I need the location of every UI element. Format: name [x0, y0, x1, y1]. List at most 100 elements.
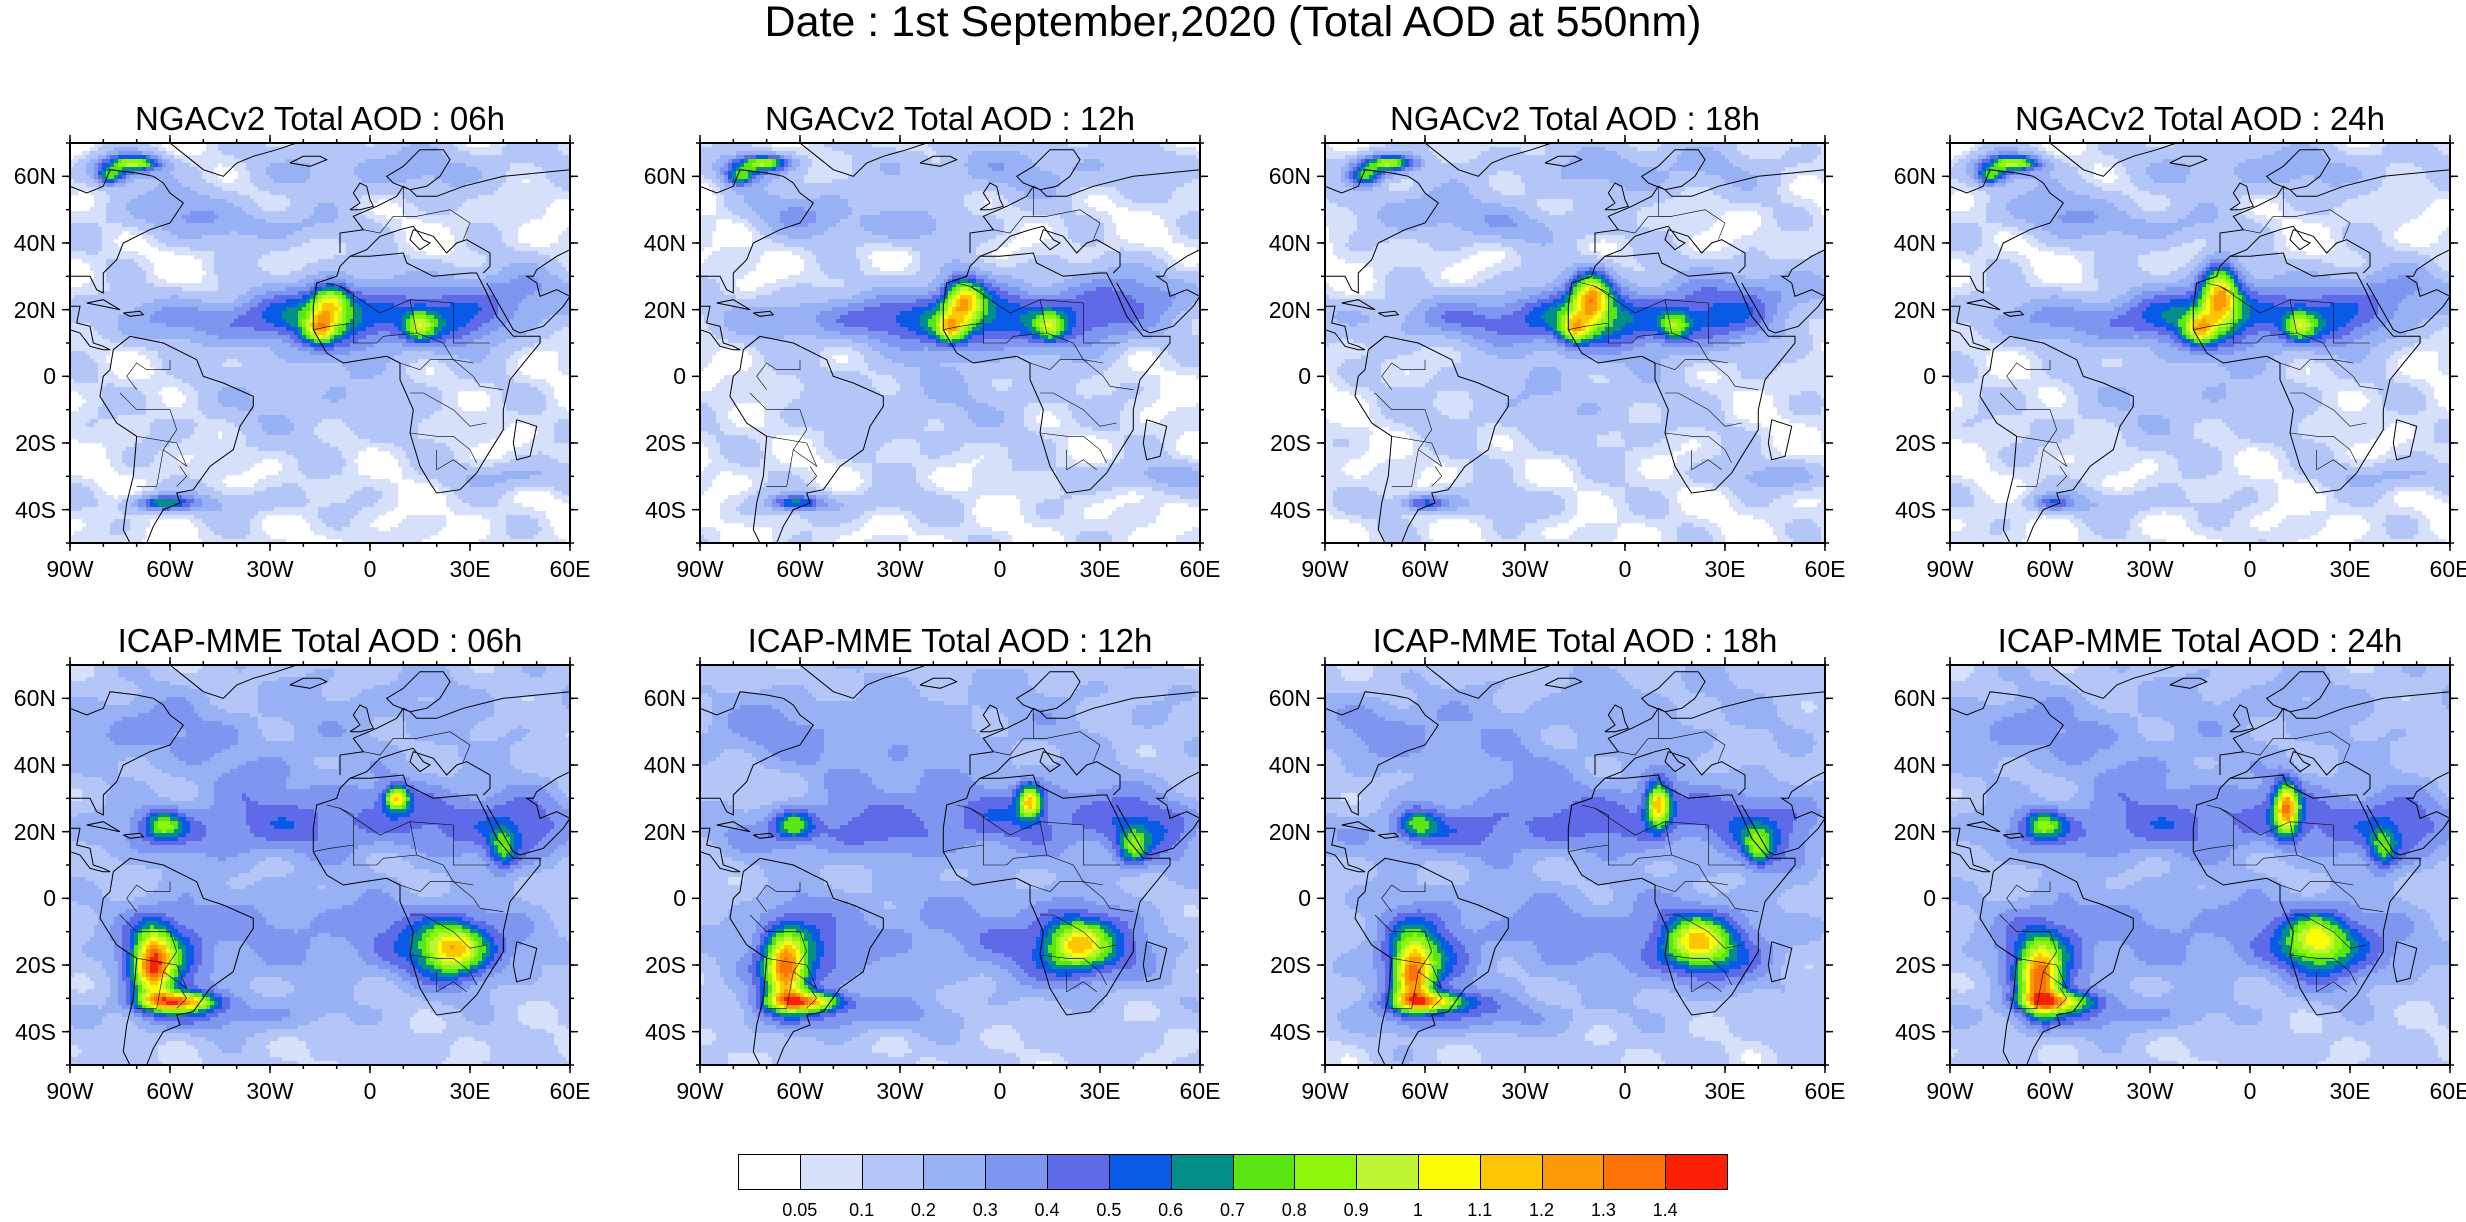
- lon-tick-label: 0: [960, 1079, 1040, 1103]
- lon-tick-label: 30W: [230, 1079, 310, 1103]
- aod-map: [1950, 143, 2450, 543]
- colorbar-label: 0.9: [1326, 1200, 1386, 1220]
- panel-title: NGACv2 Total AOD : 18h: [1285, 99, 1865, 139]
- aod-field: [1950, 665, 2450, 1065]
- lat-tick-label: 60N: [1884, 686, 1936, 710]
- lat-tick-label: 0: [1884, 886, 1936, 910]
- lon-tick-label: 0: [1585, 1079, 1665, 1103]
- lon-tick-label: 30W: [2110, 1079, 2190, 1103]
- lon-tick-label: 30W: [1485, 1079, 1565, 1103]
- aod-map: [1950, 665, 2450, 1065]
- colorbar-swatch: [862, 1154, 925, 1190]
- lon-tick-label: 90W: [1910, 557, 1990, 581]
- lat-tick-label: 40S: [4, 1020, 56, 1044]
- lat-tick-label: 40S: [1259, 1020, 1311, 1044]
- lat-tick-label: 20S: [634, 953, 686, 977]
- lon-tick-label: 90W: [1285, 1079, 1365, 1103]
- lat-tick-label: 0: [634, 886, 686, 910]
- lon-tick-label: 60E: [2410, 1079, 2466, 1103]
- colorbar-swatch: [1233, 1154, 1296, 1190]
- colorbar-label: 0.5: [1079, 1200, 1139, 1220]
- panel-title: ICAP-MME Total AOD : 24h: [1910, 621, 2466, 661]
- lat-tick-label: 20N: [1884, 820, 1936, 844]
- aod-map: [1325, 665, 1825, 1065]
- lon-tick-label: 0: [330, 557, 410, 581]
- colorbar-swatch: [1418, 1154, 1481, 1190]
- lon-tick-label: 90W: [30, 557, 110, 581]
- colorbar-swatch: [1047, 1154, 1110, 1190]
- map-panel-ngac-12h: NGACv2 Total AOD : 12h 60N 40N 20N 0 20S 40S 90…: [700, 143, 1200, 543]
- lon-tick-label: 30E: [2310, 1079, 2390, 1103]
- map-panel-ngac-6h: NGACv2 Total AOD : 06h 60N 40N 20N 0 20S 40S 90…: [70, 143, 570, 543]
- lon-tick-label: 30W: [860, 557, 940, 581]
- colorbar-label: 1.2: [1512, 1200, 1572, 1220]
- map-panel-icap-6h: ICAP-MME Total AOD : 06h 60N 40N 20N 0 20S 40S…: [70, 665, 570, 1065]
- colorbar-label: 0.1: [832, 1200, 892, 1220]
- lon-tick-label: 30W: [2110, 557, 2190, 581]
- lon-tick-label: 60E: [1160, 557, 1240, 581]
- panel-title: NGACv2 Total AOD : 12h: [660, 99, 1240, 139]
- lon-tick-label: 0: [330, 1079, 410, 1103]
- lon-tick-label: 90W: [30, 1079, 110, 1103]
- lat-tick-label: 0: [1884, 364, 1936, 388]
- lat-tick-label: 20N: [1259, 298, 1311, 322]
- lat-tick-label: 40N: [1884, 231, 1936, 255]
- lat-tick-label: 40N: [4, 231, 56, 255]
- aod-map: [1325, 143, 1825, 543]
- colorbar-label: 1.1: [1450, 1200, 1510, 1220]
- lat-tick-label: 40N: [1259, 753, 1311, 777]
- lat-tick-label: 40S: [1884, 1020, 1936, 1044]
- colorbar-swatch: [1480, 1154, 1543, 1190]
- lat-tick-label: 40S: [634, 498, 686, 522]
- lon-tick-label: 30E: [430, 557, 510, 581]
- colorbar-label: 1.3: [1573, 1200, 1633, 1220]
- lat-tick-label: 20N: [634, 298, 686, 322]
- aod-colorbar: [738, 1154, 1727, 1192]
- lat-tick-label: 60N: [634, 164, 686, 188]
- colorbar-swatch: [1356, 1154, 1419, 1190]
- lat-tick-label: 40N: [634, 753, 686, 777]
- colorbar-swatch: [1603, 1154, 1666, 1190]
- lat-tick-label: 40N: [634, 231, 686, 255]
- lon-tick-label: 90W: [1910, 1079, 1990, 1103]
- colorbar-label: 1: [1388, 1200, 1448, 1220]
- aod-map: [70, 665, 570, 1065]
- aod-field: [70, 665, 570, 1065]
- map-panel-icap-24h: ICAP-MME Total AOD : 24h 60N 40N 20N 0 20S 40S…: [1950, 665, 2450, 1065]
- lat-tick-label: 40S: [4, 498, 56, 522]
- map-panel-ngac-18h: NGACv2 Total AOD : 18h 60N 40N 20N 0 20S 40S 90…: [1325, 143, 1825, 543]
- lon-tick-label: 90W: [660, 557, 740, 581]
- colorbar-label: 0.8: [1264, 1200, 1324, 1220]
- map-panel-icap-12h: ICAP-MME Total AOD : 12h 60N 40N 20N 0 20S 40S…: [700, 665, 1200, 1065]
- panel-title: NGACv2 Total AOD : 24h: [1910, 99, 2466, 139]
- lat-tick-label: 20S: [4, 953, 56, 977]
- lon-tick-label: 90W: [1285, 557, 1365, 581]
- colorbar-label: 0.7: [1203, 1200, 1263, 1220]
- lon-tick-label: 60E: [1785, 557, 1865, 581]
- panel-title: NGACv2 Total AOD : 06h: [30, 99, 610, 139]
- lat-tick-label: 60N: [4, 686, 56, 710]
- lat-tick-label: 20S: [1884, 431, 1936, 455]
- panel-title: ICAP-MME Total AOD : 12h: [660, 621, 1240, 661]
- lon-tick-label: 30W: [230, 557, 310, 581]
- figure-title: Date : 1st September,2020 (Total AOD at …: [0, 0, 2466, 44]
- lat-tick-label: 40S: [1884, 498, 1936, 522]
- lat-tick-label: 20S: [1259, 953, 1311, 977]
- lon-tick-label: 30E: [1060, 1079, 1140, 1103]
- colorbar-label: 0.3: [955, 1200, 1015, 1220]
- lat-tick-label: 20N: [1259, 820, 1311, 844]
- lat-tick-label: 0: [634, 364, 686, 388]
- lat-tick-label: 60N: [634, 686, 686, 710]
- lat-tick-label: 60N: [1259, 686, 1311, 710]
- lat-tick-label: 60N: [1884, 164, 1936, 188]
- panel-title: ICAP-MME Total AOD : 06h: [30, 621, 610, 661]
- aod-field: [70, 143, 570, 543]
- lon-tick-label: 30E: [2310, 557, 2390, 581]
- lon-tick-label: 30E: [1685, 557, 1765, 581]
- colorbar-label: 0.4: [1017, 1200, 1077, 1220]
- lat-tick-label: 0: [1259, 364, 1311, 388]
- colorbar-swatch: [1171, 1154, 1234, 1190]
- lon-tick-label: 60W: [1385, 1079, 1465, 1103]
- lon-tick-label: 60E: [530, 1079, 610, 1103]
- colorbar-swatch: [1665, 1154, 1728, 1190]
